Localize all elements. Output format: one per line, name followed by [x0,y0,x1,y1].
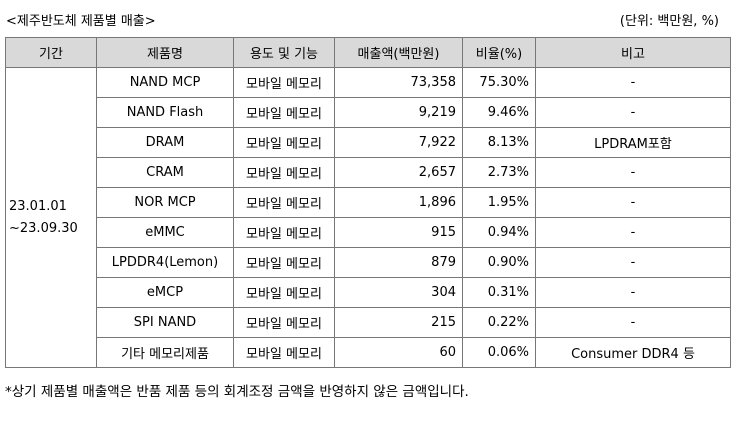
sales-cell: 915 [334,217,463,248]
col-header-ratio: 비율(%) [462,37,536,68]
sales-cell: 1,896 [334,187,463,218]
product-cell: NAND Flash [96,97,234,128]
ratio-cell: 75.30% [462,67,536,98]
product-cell: eMMC [96,217,234,248]
note-cell: LPDRAM포함 [535,127,731,158]
sales-cell: 304 [334,277,463,308]
usage-cell: 모바일 메모리 [233,67,335,98]
ratio-cell: 0.31% [462,277,536,308]
usage-cell: 모바일 메모리 [233,187,335,218]
note-cell: Consumer DDR4 등 [535,337,731,368]
note-cell: - [535,307,731,338]
product-cell: LPDDR4(Lemon) [96,247,234,278]
sales-cell: 9,219 [334,97,463,128]
period-end: ~23.09.30 [9,220,78,236]
note-cell: - [535,157,731,188]
ratio-cell: 0.90% [462,247,536,278]
ratio-cell: 1.95% [462,187,536,218]
sales-cell: 215 [334,307,463,338]
sales-cell: 60 [334,337,463,368]
usage-cell: 모바일 메모리 [233,157,335,188]
table-caption: <제주반도체 제품별 매출> (단위: 백만원, %) [6,8,746,30]
footnote: *상기 제품별 매출액은 반품 제품 등의 회계조정 금액을 반영하지 않은 금… [5,384,469,400]
table-row: eMCP 모바일 메모리 304 0.31% - [6,277,731,308]
ratio-cell: 2.73% [462,157,536,188]
table-row: 23.01.01 ~23.09.30 NAND MCP 모바일 메모리 73,3… [5,67,731,368]
product-sales-table: 기간 제품명 용도 및 기능 매출액(백만원) 비율(%) 비고 23.01.0… [5,37,731,368]
unit-label: (단위: 백만원, %) [619,14,719,29]
sales-cell: 7,922 [334,127,463,158]
usage-cell: 모바일 메모리 [233,277,335,308]
ratio-cell: 8.13% [462,127,536,158]
product-cell: NOR MCP [96,187,234,218]
table-title: <제주반도체 제품별 매출> [6,14,156,29]
product-cell: SPI NAND [96,307,234,338]
product-cell: CRAM [96,157,234,188]
ratio-cell: 0.22% [462,307,536,338]
table-row: NOR MCP 모바일 메모리 1,896 1.95% - [6,187,731,218]
product-cell: DRAM [96,127,234,158]
note-cell: - [535,247,731,278]
note-cell: - [535,67,731,98]
col-header-sales: 매출액(백만원) [334,37,463,68]
period-start: 23.01.01 [9,198,67,214]
table-row: 기타 메모리제품 모바일 메모리 60 0.06% Consumer DDR4 … [6,337,731,368]
product-cell: eMCP [96,277,234,308]
note-cell: - [535,217,731,248]
usage-cell: 모바일 메모리 [233,217,335,248]
ratio-cell: 0.06% [462,337,536,368]
header-row: 기간 제품명 용도 및 기능 매출액(백만원) 비율(%) 비고 [5,37,731,68]
usage-cell: 모바일 메모리 [233,127,335,158]
sales-cell: 879 [334,247,463,278]
sales-cell: 2,657 [334,157,463,188]
note-cell: - [535,187,731,218]
usage-cell: 모바일 메모리 [233,337,335,368]
table-row: CRAM 모바일 메모리 2,657 2.73% - [6,157,731,188]
usage-cell: 모바일 메모리 [233,97,335,128]
ratio-cell: 9.46% [462,97,536,128]
sales-cell: 73,358 [334,67,463,98]
table-row: SPI NAND 모바일 메모리 215 0.22% - [6,307,731,338]
table-row: eMMC 모바일 메모리 915 0.94% - [6,217,731,248]
col-header-product: 제품명 [96,37,234,68]
usage-cell: 모바일 메모리 [233,247,335,278]
period-cell: 23.01.01 ~23.09.30 [5,67,97,368]
col-header-usage: 용도 및 기능 [233,37,335,68]
table-row: DRAM 모바일 메모리 7,922 8.13% LPDRAM포함 [6,127,731,158]
col-header-note: 비고 [535,37,731,68]
usage-cell: 모바일 메모리 [233,307,335,338]
table-row: NAND Flash 모바일 메모리 9,219 9.46% - [6,97,731,128]
col-header-period: 기간 [5,37,97,68]
note-cell: - [535,277,731,308]
product-cell: 기타 메모리제품 [96,337,234,368]
table-row: LPDDR4(Lemon) 모바일 메모리 879 0.90% - [6,247,731,278]
product-cell: NAND MCP [96,67,234,98]
note-cell: - [535,97,731,128]
ratio-cell: 0.94% [462,217,536,248]
